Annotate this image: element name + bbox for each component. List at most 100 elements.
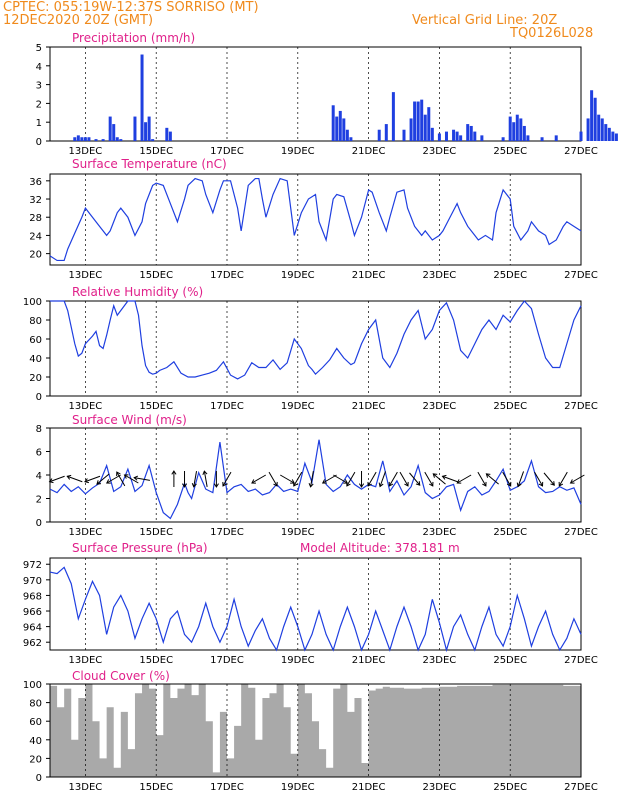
wind-arrow [203,471,208,487]
x-tick-label: 17DEC [210,146,244,157]
precip-bar [455,131,459,141]
wind-arrow-head [388,481,394,487]
wind-arrow [84,475,101,483]
wind-arrow-head [516,482,522,488]
x-tick-label: 13DEC [69,655,103,666]
precip-bar [427,107,431,141]
wind-arrow-head [550,481,555,486]
x-tick-label: 13DEC [69,527,103,538]
wind-arrow [399,471,409,487]
x-tick-label: 13DEC [69,782,103,793]
y-tick-label: 5 [36,43,42,54]
precip-panel: 13DEC 15DEC 17DEC 19DEC 21DEC 23DEC 25DEC 27DEC… [36,31,618,157]
wind-arrow-head [358,483,365,488]
y-tick-label: 8 [36,424,42,435]
y-tick-label: 0 [36,773,42,784]
precip-bar [94,139,98,141]
x-tick-label: 21DEC [352,655,386,666]
wind-arrow [268,471,278,487]
precip-bar [416,101,420,141]
y-tick-label: 0 [36,137,42,148]
x-tick-label: 21DEC [352,527,386,538]
y-tick-label: 968 [23,591,42,602]
y-tick-label: 20 [29,250,42,261]
wind-panel: 13DEC 15DEC 17DEC 19DEC 21DEC 23DEC 25DEC 27DEC… [36,413,598,538]
x-tick-label: 23DEC [423,782,457,793]
precip-bar [540,137,544,141]
wind-arrow [570,474,585,484]
wind-arrow-head [133,475,139,481]
y-tick-label: 1 [36,118,42,129]
y-tick-label: 24 [29,231,42,242]
wind-arrow [96,473,110,485]
wind-arrow [310,471,314,487]
x-tick-label: 21DEC [352,782,386,793]
wind-arrow [251,474,267,484]
wind-arrow [134,477,151,481]
y-tick-label: 0 [36,518,42,529]
y-tick-label: 80 [29,316,42,327]
precip-bar [452,129,456,141]
x-tick-label: 25DEC [493,527,527,538]
temp-line [49,177,582,262]
precip-bar [430,127,434,141]
precip-bar [586,118,590,141]
precip-bar [508,116,512,141]
y-tick-label: 60 [29,717,42,728]
precip-bar [402,129,406,141]
precip-bar [444,131,448,141]
x-tick-label: 23DEC [423,270,457,281]
wind-arrow [106,474,121,484]
wind-arrow-head [293,481,298,487]
pres-frame [49,557,582,651]
wind-arrow [432,473,446,485]
x-tick-label: 15DEC [139,655,173,666]
cloud-panel: 13DEC 15DEC 17DEC 19DEC 21DEC 23DEC 25DEC 27DEC… [23,669,598,793]
x-tick-label: 13DEC [69,270,103,281]
x-tick-label: 23DEC [423,655,457,666]
x-tick-label: 19DEC [281,401,315,412]
wind-arrow-head [346,481,351,487]
wind-arrow [486,473,499,485]
y-tick-label: 2 [36,99,42,110]
wind-arrow [424,471,434,487]
x-tick-label: 15DEC [139,527,173,538]
wind-arrow-head [273,481,278,487]
precip-bar [108,116,112,141]
wind-arrow-head [123,474,129,479]
precip-bar [409,118,413,141]
wind-arrow-head [251,479,256,484]
x-tick-label: 23DEC [423,146,457,157]
wind-arrow-head [429,481,434,487]
wind-arrow-head [456,479,462,484]
precip-bar [579,131,583,141]
precip-bar [597,114,601,141]
x-tick-label: 19DEC [281,782,315,793]
x-tick-label: 17DEC [210,527,244,538]
wind-arrow-head [116,471,121,477]
y-tick-label: 60 [29,335,42,346]
y-tick-label: 2 [36,495,42,506]
y-tick-label: 32 [29,195,42,206]
y-tick-label: 40 [29,354,42,365]
wind-arrow [67,475,83,483]
wind-arrow [193,471,198,487]
y-tick-label: 40 [29,736,42,747]
pres-panel: 13DEC 15DEC 17DEC 19DEC 21DEC 23DEC 25DEC 27DEC… [23,541,598,666]
model-id: TQ0126L028 [510,26,594,41]
rh-panel: 13DEC 15DEC 17DEC 19DEC 21DEC 23DEC 25DEC 27DEC… [23,285,598,412]
precip-bar [76,135,80,141]
wind-arrow [379,471,386,487]
x-tick-label: 19DEC [281,146,315,157]
wind-arrow-head [84,478,89,484]
cloud-frame [49,683,582,778]
wind-arrow [502,471,512,487]
x-tick-label: 27DEC [564,146,598,157]
wind-arrow-head [202,470,208,476]
wind-arrow [346,471,356,487]
precip-bar [151,139,155,141]
precip-bar [519,118,523,141]
y-tick-label: 80 [29,699,42,710]
wind-arrow-head [181,483,188,488]
